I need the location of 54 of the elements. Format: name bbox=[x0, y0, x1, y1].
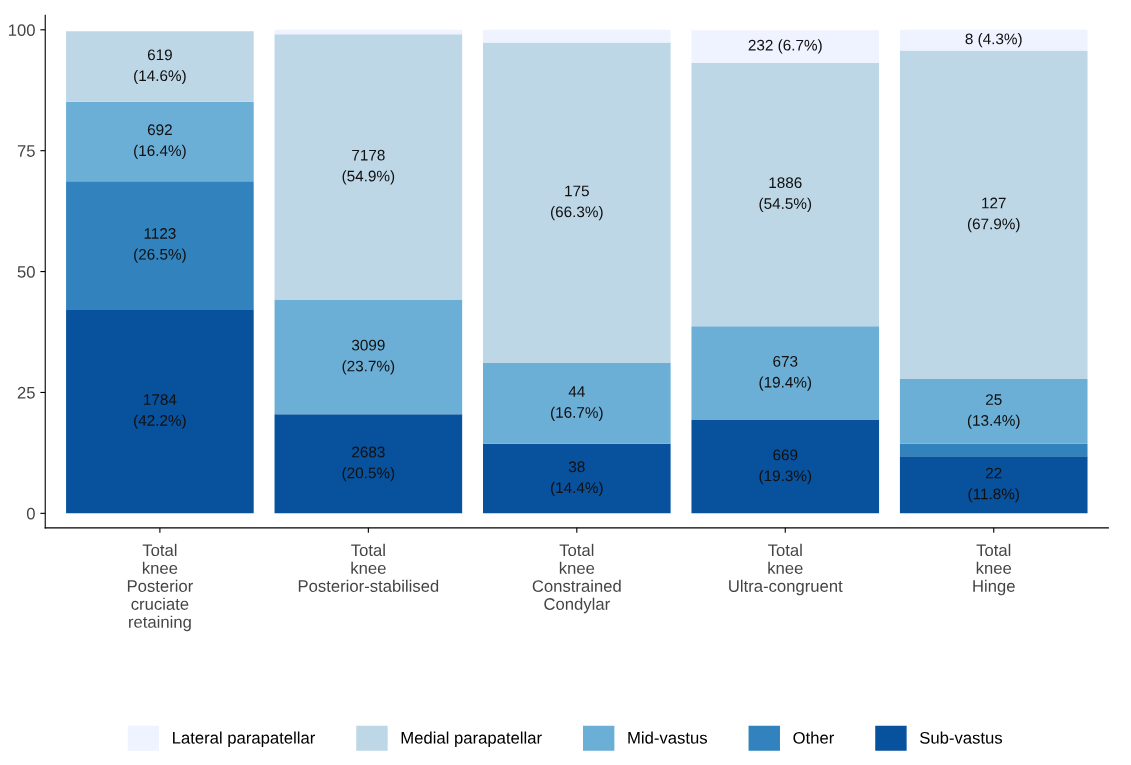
bar bbox=[483, 42, 671, 363]
data-label: 673 (19.4%) bbox=[759, 355, 812, 391]
bar bbox=[274, 414, 463, 514]
x-tick-label: Total knee Posterior-stabilised bbox=[298, 543, 439, 592]
data-label: 1123 (26.5%) bbox=[134, 228, 186, 263]
data-label: 692 (16.4%) bbox=[134, 124, 186, 160]
bar bbox=[899, 50, 1088, 379]
data-label: 619 (14.6%) bbox=[134, 49, 186, 85]
data-label: 38 (14.4%) bbox=[551, 461, 603, 497]
bar bbox=[66, 31, 254, 102]
y-tick-label: 25 bbox=[17, 386, 35, 399]
data-label: 1886 (54.5%) bbox=[759, 177, 812, 213]
bar bbox=[691, 30, 880, 63]
bar bbox=[899, 443, 1088, 457]
data-label: 25 (13.4%) bbox=[967, 394, 1020, 429]
data-label: 3099 (23.7%) bbox=[342, 339, 395, 375]
y-tick-label: 100 bbox=[8, 24, 35, 37]
data-label: 22 (11.8%) bbox=[968, 467, 1019, 503]
data-label: 1784 (42.2%) bbox=[134, 394, 186, 429]
y-tick-label: 50 bbox=[17, 265, 35, 278]
data-label: 175 (66.3%) bbox=[551, 185, 603, 221]
bar bbox=[274, 29, 463, 35]
bar bbox=[691, 326, 880, 421]
x-tick-label: Total knee Hinge bbox=[973, 543, 1015, 596]
legend-label: Medial parapatellar bbox=[401, 731, 542, 748]
data-label: 7178 (54.9%) bbox=[342, 149, 395, 185]
bar bbox=[899, 378, 1088, 444]
bar bbox=[66, 181, 254, 310]
bar bbox=[66, 101, 254, 182]
x-tick-label: Total knee Posterior cruciate retaining bbox=[127, 543, 193, 632]
data-label: 127 (67.9%) bbox=[967, 197, 1020, 233]
data-label: 232 (6.7%) bbox=[748, 39, 822, 54]
y-tick-label: 0 bbox=[26, 507, 35, 520]
bar bbox=[691, 62, 880, 327]
x-tick-label: Total knee Ultra-congruent bbox=[729, 543, 843, 596]
legend-label: Other bbox=[793, 731, 834, 744]
bar bbox=[274, 34, 463, 300]
y-tick-label: 75 bbox=[17, 145, 35, 157]
bar bbox=[274, 299, 463, 415]
data-label: 8 (4.3%) bbox=[965, 33, 1022, 48]
legend-label: Mid-vastus bbox=[628, 731, 707, 744]
bar bbox=[66, 309, 254, 514]
legend-label: Sub-vastus bbox=[920, 731, 1003, 744]
bar bbox=[899, 29, 1088, 51]
bar bbox=[483, 29, 671, 43]
x-tick-label: Total knee Constrained Condylar bbox=[532, 543, 621, 614]
bar bbox=[483, 443, 671, 514]
data-label: 2683 (20.5%) bbox=[342, 446, 395, 482]
bar bbox=[691, 420, 880, 514]
data-label: 44 (16.7%) bbox=[551, 386, 603, 421]
data-label: 669 (19.3%) bbox=[759, 449, 812, 485]
legend-label: Lateral parapatellar bbox=[173, 731, 316, 748]
bar bbox=[483, 362, 671, 444]
bar bbox=[899, 456, 1088, 514]
